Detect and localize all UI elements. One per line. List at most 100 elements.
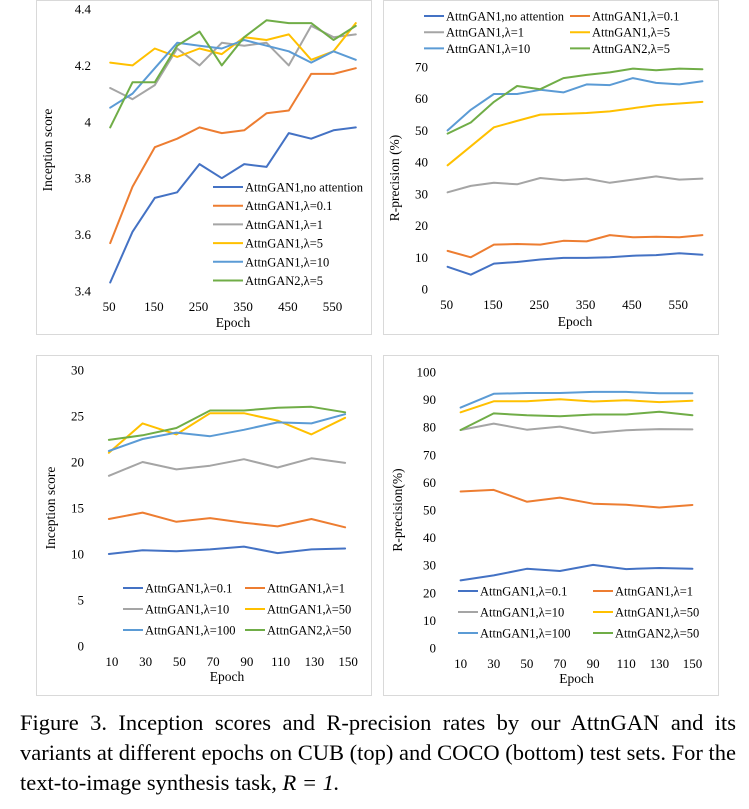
series-line-1 (446, 252, 704, 276)
legend-label: AttnGAN2,λ=50 (615, 627, 699, 641)
series-line-3 (446, 175, 704, 194)
x-tick-labels: 50 150 250 350 450 550 (103, 299, 343, 314)
y-tick-label: 50 (415, 123, 428, 138)
legend-item: AttnGAN1,λ=10 (424, 42, 530, 56)
legend-item: AttnGAN1,λ=10 (458, 606, 564, 620)
x-tick-label: 50 (440, 297, 453, 312)
legend-item-background (211, 253, 369, 271)
y-tick-label: 4.4 (75, 2, 92, 17)
x-tick-labels: 10 30 50 70 90 110 130 150 (105, 654, 358, 669)
legend-label: AttnGAN1,λ=5 (245, 237, 323, 251)
y-tick-labels: 0 5 10 15 20 25 30 (71, 363, 84, 654)
x-tick-label: 90 (587, 656, 600, 671)
legend-label: AttnGAN1,λ=10 (446, 42, 530, 56)
y-tick-label: 40 (415, 155, 428, 170)
y-tick-label: 20 (71, 455, 84, 470)
legend-label: AttnGAN1,λ=100 (480, 627, 571, 641)
y-tick-label: 80 (423, 420, 436, 435)
legend-label: AttnGAN2,λ=50 (267, 624, 351, 638)
series-line-2 (459, 488, 694, 509)
series-line-3 (459, 422, 694, 434)
legend: AttnGAN1,λ=0.1 AttnGAN1,λ=1 AttnGAN1,λ=10 A… (123, 582, 351, 638)
cub-rprecision-chart: 0 10 20 30 40 50 60 70 50 150 250 350 450 550 Epoch R-p… (387, 10, 704, 329)
legend-item-background (211, 179, 369, 196)
x-tick-label: 50 (103, 299, 116, 314)
legend-label: AttnGAN1,λ=1 (267, 582, 345, 596)
y-tick-label: 40 (423, 530, 436, 545)
legend-label: AttnGAN1,λ=10 (480, 606, 564, 620)
legend-item: AttnGAN1,λ=100 (458, 627, 571, 641)
legend-item: AttnGAN1,λ=0.1 (570, 10, 679, 24)
y-tick-label: 10 (71, 547, 84, 562)
y-axis-label: R-precision(%) (390, 468, 405, 551)
series-line-6 (107, 405, 347, 441)
coco-inception-chart: 0 5 10 15 20 25 30 10 30 50 70 90 110 130 150 Epoch Ince… (43, 363, 358, 685)
y-tick-label: 4.2 (75, 58, 91, 73)
x-tick-label: 30 (139, 654, 152, 669)
y-tick-label: 0 (430, 641, 437, 656)
series-line-5 (107, 413, 347, 452)
cub-inception-chart: 3.4 3.6 3.8 4 4.2 4.4 50 150 250 350 450 550 Epoch In… (40, 2, 369, 330)
series-line-6 (459, 410, 694, 431)
cub-inception-panel: 3.4 3.6 3.8 4 4.2 4.4 50 150 250 350 450 550 Epoch In… (36, 0, 372, 335)
series-line-3 (109, 24, 357, 101)
legend-item: AttnGAN1,λ=1 (593, 585, 693, 599)
y-tick-label: 50 (423, 503, 436, 518)
legend-label: AttnGAN1,λ=1 (615, 585, 693, 599)
legend-item: AttnGAN1,λ=50 (593, 606, 699, 620)
series-line-2 (107, 511, 347, 529)
x-tick-label: 10 (105, 654, 118, 669)
legend-item: AttnGAN1,λ=5 (570, 26, 670, 40)
x-tick-label: 110 (271, 654, 290, 669)
series-line-5 (109, 39, 357, 109)
y-tick-labels: 0 10 20 30 40 50 60 70 80 90 100 (417, 365, 437, 656)
y-tick-label: 0 (422, 282, 429, 297)
series-line-1 (107, 545, 347, 555)
legend-item: AttnGAN1,λ=0.1 (123, 582, 232, 596)
legend-label: AttnGAN1,no attention (245, 181, 364, 195)
x-tick-label: 150 (683, 656, 703, 671)
x-tick-label: 30 (487, 656, 500, 671)
x-tick-label: 550 (669, 297, 689, 312)
x-axis-label: Epoch (216, 315, 251, 330)
x-tick-label: 10 (454, 656, 467, 671)
legend-item: AttnGAN1,λ=1 (245, 582, 345, 596)
x-tick-label: 50 (520, 656, 533, 671)
legend-label: AttnGAN1,λ=100 (145, 624, 236, 638)
legend-label: AttnGAN1,λ=1 (446, 26, 524, 40)
series-line-1 (459, 563, 694, 582)
legend-item: AttnGAN1,λ=5 (211, 235, 369, 253)
legend-item: AttnGAN1,λ=1 (424, 26, 524, 40)
legend-item: AttnGAN2,λ=50 (593, 627, 699, 641)
x-tick-label: 50 (173, 654, 186, 669)
x-tick-label: 150 (144, 299, 164, 314)
coco-rprecision-panel: 0 10 20 30 40 50 60 70 80 90 100 10 30 50 70 90 110 130 15… (383, 355, 719, 696)
series-line-2 (109, 67, 357, 245)
y-tick-label: 3.6 (75, 227, 92, 242)
legend-item: AttnGAN1,no attention (211, 179, 369, 196)
x-axis-label: Epoch (210, 669, 245, 684)
y-tick-label: 60 (423, 475, 436, 490)
legend-label: AttnGAN1,λ=0.1 (592, 10, 679, 24)
y-axis-label: Inception score (43, 467, 58, 550)
y-tick-label: 60 (415, 91, 428, 106)
series-line-6 (109, 19, 357, 129)
legend-label: AttnGAN2,λ=5 (245, 274, 323, 288)
x-tick-label: 250 (189, 299, 209, 314)
x-axis-label: Epoch (559, 671, 594, 686)
legend-item: AttnGAN2,λ=5 (570, 42, 670, 56)
y-tick-label: 10 (415, 250, 428, 265)
legend-item-background (211, 216, 369, 234)
legend-label: AttnGAN1,λ=0.1 (145, 582, 232, 596)
y-tick-label: 25 (71, 409, 84, 424)
series-line-5 (459, 390, 694, 409)
y-tick-label: 20 (423, 585, 436, 600)
x-tick-label: 450 (622, 297, 642, 312)
series-line-1 (109, 126, 357, 284)
series-line-4 (459, 398, 694, 414)
legend-item-background (211, 235, 369, 253)
legend-label: AttnGAN1,λ=1 (245, 218, 323, 232)
y-tick-label: 0 (78, 639, 85, 654)
x-tick-label: 110 (617, 656, 636, 671)
coco-rprecision-chart: 0 10 20 30 40 50 60 70 80 90 100 10 30 50 70 90 110 130 15… (390, 365, 703, 687)
